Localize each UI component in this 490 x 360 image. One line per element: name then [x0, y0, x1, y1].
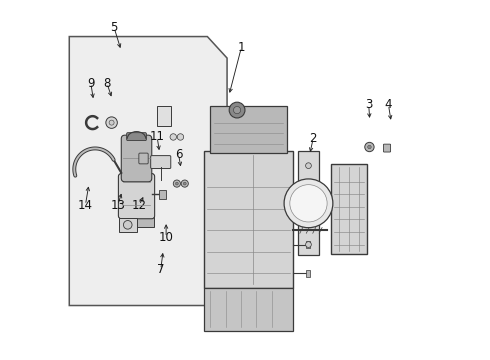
Circle shape [123, 221, 132, 229]
FancyBboxPatch shape [122, 135, 152, 182]
Circle shape [306, 242, 311, 247]
Circle shape [183, 182, 186, 185]
Text: 11: 11 [149, 130, 165, 144]
Circle shape [181, 180, 188, 187]
Bar [298, 151, 319, 255]
FancyBboxPatch shape [139, 153, 148, 164]
Text: 13: 13 [110, 199, 125, 212]
Text: 9: 9 [87, 77, 95, 90]
Text: 12: 12 [132, 199, 147, 212]
Circle shape [365, 142, 374, 152]
FancyBboxPatch shape [119, 218, 137, 232]
Circle shape [173, 180, 180, 187]
Bar [331, 164, 367, 253]
Bar [157, 107, 171, 126]
Text: 14: 14 [78, 199, 93, 212]
Circle shape [368, 145, 371, 149]
Circle shape [234, 107, 241, 114]
Text: 6: 6 [175, 148, 182, 161]
Circle shape [177, 134, 184, 140]
Text: 5: 5 [110, 21, 118, 34]
Text: 3: 3 [365, 98, 372, 111]
Bar [306, 212, 310, 220]
Bar [210, 107, 287, 153]
FancyBboxPatch shape [151, 156, 171, 168]
FancyBboxPatch shape [126, 133, 147, 140]
Text: 4: 4 [385, 98, 392, 111]
Text: 10: 10 [159, 231, 173, 244]
Bar [306, 270, 310, 277]
Text: 2: 2 [309, 132, 317, 145]
Circle shape [109, 120, 114, 125]
Circle shape [229, 102, 245, 118]
FancyBboxPatch shape [383, 144, 391, 152]
Bar [306, 241, 310, 248]
Polygon shape [69, 37, 227, 306]
Circle shape [306, 163, 311, 168]
Circle shape [106, 117, 117, 129]
Bar [120, 216, 153, 226]
Circle shape [170, 134, 176, 140]
Circle shape [290, 185, 327, 222]
Text: 1: 1 [238, 41, 245, 54]
FancyBboxPatch shape [119, 174, 155, 219]
Bar [204, 288, 294, 330]
Bar [159, 190, 166, 199]
Bar [204, 151, 294, 288]
Circle shape [175, 182, 178, 185]
Text: 7: 7 [157, 263, 165, 276]
Circle shape [284, 179, 333, 228]
Text: 8: 8 [103, 77, 111, 90]
